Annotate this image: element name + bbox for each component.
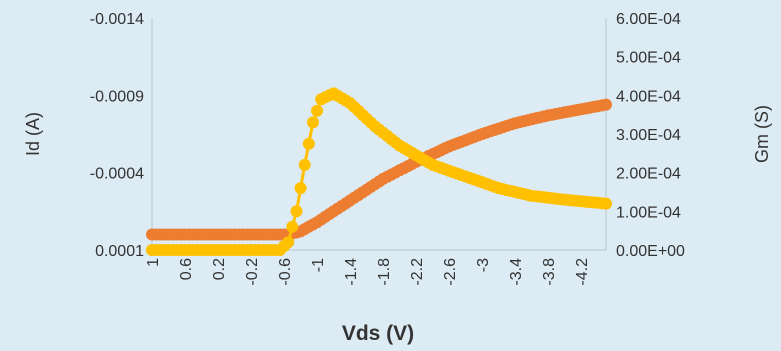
gm-point (302, 137, 315, 150)
gm-point (311, 104, 324, 117)
x-tick-label: -1 (310, 258, 327, 272)
x-axis-tick-labels: 1 0.6 0.2 -0.2 -0.6 -1 -1.4 -1.8 -2.2 -2.6 -3 -3.4-… (145, 258, 591, 286)
x-tick-label: -3.8 (541, 258, 558, 286)
gm-point (294, 182, 307, 195)
gm-point (298, 158, 311, 171)
id-series (146, 98, 612, 241)
right-axis-tick-labels: 0.00E+00 1.00E-04 2.00E-04 3.00E-04 4.00E-04… (616, 11, 685, 260)
x-tick-label: -3 (475, 258, 492, 272)
gm-point (600, 197, 612, 210)
x-tick-label: -0.6 (277, 258, 294, 286)
x-tick-label: -3.4 (508, 258, 525, 286)
x-tick-label: 1 (145, 258, 162, 267)
x-axis-title: Vds (V) (342, 322, 414, 345)
y-left-axis-title: Id (A) (23, 112, 43, 156)
left-tick-label: 0.0001 (95, 243, 144, 260)
right-tick-label: 4.00E-04 (616, 88, 681, 105)
x-tick-label: -1.8 (376, 258, 393, 286)
x-tick-label: 0.2 (211, 258, 228, 280)
x-tick-label: -0.2 (244, 258, 261, 286)
gm-point (282, 236, 295, 249)
left-axis-tick-labels: -0.0014 -0.0009 -0.0004 0.0001 (90, 11, 144, 260)
right-tick-label: 5.00E-04 (616, 50, 681, 67)
left-tick-label: -0.0009 (90, 88, 144, 105)
right-tick-label: 2.00E-04 (616, 166, 681, 183)
left-tick-label: -0.0014 (90, 11, 144, 28)
gm-series (146, 87, 612, 256)
x-tick-label: -1.4 (343, 258, 360, 286)
right-tick-label: 0.00E+00 (616, 243, 685, 260)
y-right-axis-title: Gm (S) (752, 105, 772, 163)
x-tick-label: -4.2 (574, 258, 591, 286)
x-tick-label: -2.2 (409, 258, 426, 286)
id-point (600, 98, 612, 111)
right-tick-label: 1.00E-04 (616, 204, 681, 221)
left-tick-label: -0.0004 (90, 166, 144, 183)
right-tick-label: 6.00E-04 (616, 11, 681, 28)
x-tick-label: -2.6 (442, 258, 459, 286)
gm-point (290, 205, 303, 218)
right-tick-label: 3.00E-04 (616, 127, 681, 144)
gm-point (307, 116, 319, 129)
x-tick-label: 0.6 (178, 258, 195, 280)
gm-point (286, 220, 299, 233)
